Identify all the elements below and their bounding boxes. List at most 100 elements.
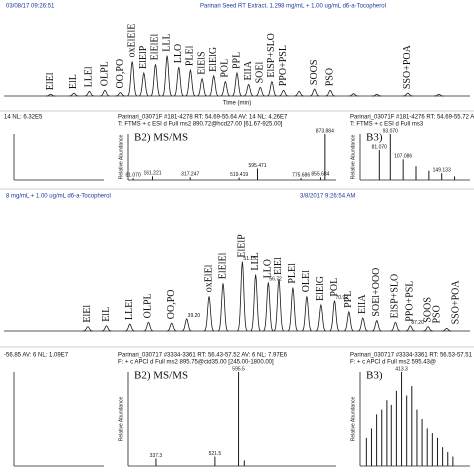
- peak: [173, 67, 184, 97]
- peak-annotation: SOEl+OOO: [371, 268, 382, 317]
- peak: [402, 92, 413, 97]
- peak-label: 595.471: [248, 163, 266, 169]
- peak-annotation: PPO+PSL: [278, 45, 289, 86]
- peak-annotation: ElElP: [138, 45, 149, 69]
- peak: [181, 318, 192, 332]
- peak-label: 107.086: [394, 154, 412, 160]
- header: Parinari_030717 #3334-3361 RT: 56.43-57.…: [118, 353, 288, 359]
- peak: [309, 88, 320, 97]
- peak-annotation: PPO+PSL: [405, 281, 416, 322]
- peak-annotation: PPL: [231, 52, 242, 69]
- peak: [255, 86, 266, 97]
- peak-annotation: PLEl: [185, 45, 196, 66]
- peak-label: 337.3: [150, 453, 163, 459]
- peak: [143, 321, 154, 332]
- peak: [243, 83, 254, 97]
- peak: [329, 300, 340, 332]
- peak-annotation: ElElG: [208, 47, 219, 72]
- peak-annotation: ElEl: [273, 257, 284, 275]
- peak-annotation: ElElS: [196, 51, 207, 74]
- subheader: T: FTMS + c ESI d Full ms3: [350, 122, 424, 128]
- peak: [166, 322, 177, 332]
- peak: [371, 319, 382, 332]
- subheader: F: + c APCI d Full ms2 595.43@: [350, 360, 436, 366]
- peak-label: 775.686: [292, 172, 310, 178]
- peak: [161, 55, 173, 97]
- peak-label: 149.133: [433, 167, 451, 173]
- peak-label: 81.070: [372, 144, 388, 150]
- peak-label: 873.884: [316, 128, 334, 134]
- peak: [390, 321, 401, 332]
- peak: [371, 93, 382, 97]
- peak-annotation: ElElP: [237, 234, 248, 258]
- peak-annotation: SOOS: [309, 60, 320, 86]
- peak-annotation: PLEl: [287, 263, 298, 284]
- header: 8 mg/mL + 1.00 ug/mL d6-a-Tocopherol: [6, 194, 111, 200]
- peak: [250, 274, 261, 332]
- peak: [196, 77, 207, 97]
- peak: [266, 80, 277, 97]
- header: Parinari_030717 #3334-3361 RT: 56.53-57.…: [350, 353, 473, 359]
- peak-time-label: 87.20: [411, 320, 424, 326]
- peak: [278, 89, 289, 97]
- peak-label: 855.684: [311, 172, 329, 178]
- peak-annotation: PSO: [324, 68, 335, 86]
- peak-time-label: 51.15: [243, 256, 256, 262]
- peak: [208, 74, 219, 97]
- peak-annotation: SOEl: [255, 61, 266, 83]
- subheader: F: + c APCI d Full ms2 895.75@cid35.00 […: [118, 360, 274, 366]
- peak: [441, 327, 452, 332]
- peak-annotation: LLEl: [124, 299, 135, 320]
- peak-annotation: ElElEl: [217, 252, 228, 279]
- peak-annotation: oxElElE: [126, 24, 137, 58]
- peak: [217, 283, 229, 332]
- peak: [237, 261, 248, 332]
- peak-annotation: ElL: [68, 74, 79, 89]
- peak-annotation: ElL: [101, 307, 112, 322]
- peak-label: 317.247: [181, 172, 199, 178]
- peak-annotation: LLEl: [84, 66, 95, 87]
- peak: [287, 287, 298, 332]
- peak: [101, 325, 112, 332]
- peak: [185, 68, 196, 97]
- peak-annotation: POL: [220, 59, 231, 78]
- panel-title: B2) MS/MS: [134, 132, 188, 144]
- peak-annotation: LLO: [173, 44, 184, 63]
- peak-annotation: LLO: [263, 259, 274, 278]
- peak-label: 595.5: [232, 366, 245, 372]
- title: Parinari Seed RT Extract, 1.298 mg/mL + …: [200, 4, 386, 10]
- y-axis-label: Relative Abundance: [350, 135, 356, 180]
- peak-annotation: ElIA: [357, 294, 368, 314]
- peak-label: 93.070: [383, 128, 399, 134]
- peak: [343, 310, 354, 332]
- peak-annotation: PSO: [432, 305, 443, 323]
- peak-time-label: 70.92: [335, 295, 348, 301]
- header: 14 NL: 6.32E5: [4, 115, 43, 121]
- peak-label: 519.419: [230, 172, 248, 178]
- peak: [203, 296, 215, 332]
- y-axis-label: Relative Abundance: [118, 397, 124, 442]
- header: Parinari_03071F #181-4276 RT: 54.69-55.7…: [350, 115, 474, 121]
- peak-annotation: PPL: [343, 291, 354, 308]
- peak-label: 521.5: [209, 451, 222, 457]
- panel-title: B2) MS/MS: [134, 370, 188, 382]
- peak: [138, 71, 149, 97]
- peak-time-label: 39.20: [188, 313, 201, 319]
- peak: [315, 303, 326, 332]
- subheader: T: FTMS + c ESI d Full ms2 890.72@hcd27.…: [118, 122, 283, 128]
- peak-annotation: OLPL: [143, 293, 154, 318]
- peak: [263, 282, 274, 332]
- peak: [325, 89, 336, 97]
- peak: [84, 90, 95, 97]
- peak: [301, 296, 312, 332]
- peak: [115, 92, 126, 97]
- header: 03/08/17 09:26:51: [6, 4, 55, 10]
- peak: [231, 71, 242, 97]
- peak-annotation: ElElG: [315, 276, 326, 301]
- peak-annotation: SSO+POA: [402, 44, 413, 89]
- peak-annotation: LLL: [161, 33, 172, 51]
- peak-annotation: oxElEl: [203, 264, 214, 292]
- panel-title: B3): [366, 370, 383, 382]
- peak-time-label: 56.72: [269, 277, 282, 283]
- peak-annotation: ElEl: [82, 305, 93, 323]
